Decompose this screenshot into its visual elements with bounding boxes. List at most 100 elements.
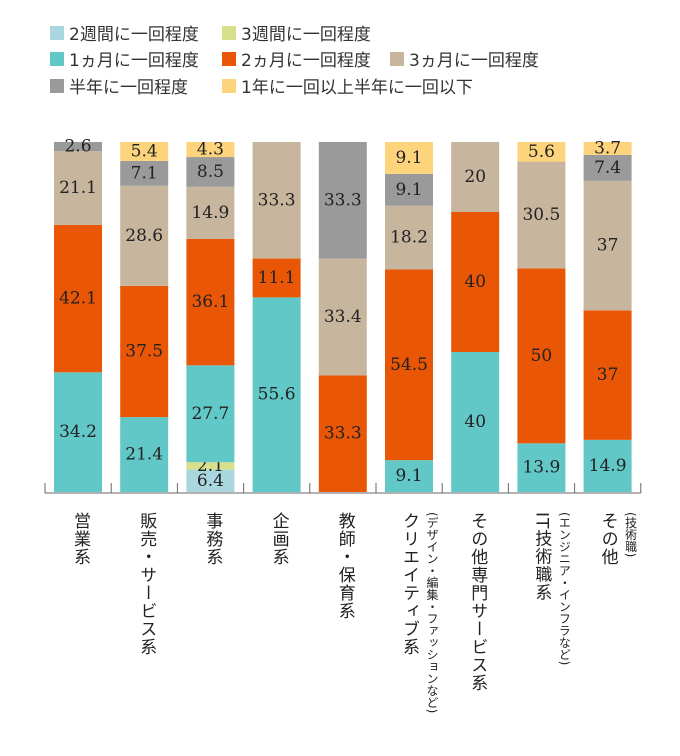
bar-segment bbox=[583, 142, 632, 155]
data-label: 7.4 bbox=[594, 158, 621, 178]
category-main-label: 教師・保育系 bbox=[334, 512, 355, 620]
legend-item: 1年に一回以上半年に一回以下 bbox=[222, 73, 473, 98]
bar-segment bbox=[186, 462, 235, 470]
data-label: 13.9 bbox=[522, 458, 560, 478]
legend-label: 3週間に一回程度 bbox=[241, 25, 371, 45]
category-label: (エンジニア・インフラなど) IT技術職系 bbox=[529, 512, 573, 665]
bar-segment bbox=[451, 352, 500, 492]
legend-item: 1ヵ月に一回程度 bbox=[50, 46, 199, 71]
category-label: 教師・保育系 bbox=[333, 512, 358, 620]
bar-segment bbox=[252, 258, 301, 298]
category-main-label: IT技術職系 bbox=[531, 512, 552, 602]
bar-segment bbox=[120, 185, 169, 286]
bar-segment bbox=[252, 142, 301, 259]
bar-segment bbox=[120, 160, 169, 186]
legend-swatch bbox=[222, 51, 236, 66]
data-label: 8.5 bbox=[197, 162, 224, 182]
bar-segment bbox=[54, 151, 102, 225]
legend-label: 1ヵ月に一回程度 bbox=[69, 51, 199, 71]
category-main-label: クリエイティブ系 bbox=[399, 512, 419, 656]
data-label: 30.5 bbox=[522, 205, 560, 225]
data-label: 40 bbox=[464, 272, 486, 292]
legend-label: 1年に一回以上半年に一回以下 bbox=[241, 78, 473, 98]
legend-swatch bbox=[390, 51, 404, 66]
data-label: 4.3 bbox=[197, 140, 224, 160]
data-label: 5.6 bbox=[528, 142, 555, 162]
data-label: 33.3 bbox=[324, 424, 362, 444]
data-label: 21.4 bbox=[125, 445, 163, 465]
bar-segment bbox=[120, 417, 169, 492]
data-label: 9.1 bbox=[395, 148, 422, 168]
data-label: 20 bbox=[464, 167, 486, 187]
bar-segment bbox=[120, 142, 169, 161]
bar-segment bbox=[120, 285, 169, 418]
category-main-label: 販売・サービス系 bbox=[136, 512, 157, 656]
category-sublabel: (エンジニア・インフラなど) bbox=[557, 512, 572, 666]
data-label: 36.1 bbox=[191, 292, 229, 312]
data-label: 11.1 bbox=[258, 268, 296, 288]
legend-label: 2週間に一回程度 bbox=[69, 25, 199, 45]
legend-label: 半年に一回程度 bbox=[69, 78, 188, 98]
category-label: その他専門サービス系 bbox=[465, 512, 490, 692]
category-main-label: 企画系 bbox=[268, 512, 289, 566]
data-label: 37 bbox=[597, 365, 619, 385]
bar-segment bbox=[54, 142, 102, 152]
data-label: 37.5 bbox=[125, 341, 163, 361]
category-label: 営業系 bbox=[68, 512, 93, 566]
legend-item: 2ヵ月に一回程度 bbox=[222, 46, 371, 71]
data-label: 14.9 bbox=[589, 456, 627, 476]
data-label: 27.7 bbox=[191, 404, 229, 424]
data-label: 33.3 bbox=[258, 190, 296, 210]
category-main-label: 営業系 bbox=[70, 512, 90, 566]
legend-swatch bbox=[50, 25, 64, 40]
bar-segment bbox=[517, 443, 566, 492]
category-main-label: 事務系 bbox=[202, 512, 223, 566]
bar-segment bbox=[318, 258, 367, 376]
data-label: 28.6 bbox=[125, 226, 163, 246]
bar-segment bbox=[517, 161, 566, 269]
bar-segment bbox=[186, 157, 235, 187]
data-label: 33.4 bbox=[324, 307, 362, 327]
data-label: 6.4 bbox=[197, 471, 224, 491]
bar-segment bbox=[385, 205, 433, 270]
data-label: 55.6 bbox=[258, 385, 296, 405]
legend-item: 3週間に一回程度 bbox=[222, 20, 371, 45]
bar-segment bbox=[186, 238, 235, 366]
data-label: 2.6 bbox=[64, 137, 91, 157]
bar-segment bbox=[318, 142, 367, 259]
bar-segment bbox=[583, 180, 632, 311]
bar-segment bbox=[451, 212, 500, 352]
bar-segment bbox=[517, 142, 566, 162]
bar-segment bbox=[186, 365, 235, 463]
category-label: 事務系 bbox=[200, 512, 225, 566]
data-label: 54.5 bbox=[390, 355, 428, 375]
bar-segment bbox=[385, 142, 433, 174]
category-label: 企画系 bbox=[267, 512, 292, 566]
data-label: 42.1 bbox=[59, 289, 97, 309]
data-label: 40 bbox=[464, 412, 486, 432]
legend-item: 2週間に一回程度 bbox=[50, 20, 199, 45]
bar-segment bbox=[186, 186, 235, 239]
legend-swatch bbox=[50, 51, 64, 66]
bar-segment bbox=[385, 460, 433, 492]
category-label: 販売・サービス系 bbox=[134, 512, 159, 656]
category-main-label: その他 bbox=[597, 512, 618, 566]
bar-segment bbox=[583, 310, 632, 440]
bar-segment bbox=[252, 297, 301, 492]
data-label: 7.1 bbox=[131, 163, 158, 183]
legend-item: 半年に一回程度 bbox=[50, 73, 188, 98]
bar-segment bbox=[385, 173, 433, 206]
data-label: 9.1 bbox=[395, 180, 422, 200]
data-label: 21.1 bbox=[59, 178, 97, 198]
data-label: 50 bbox=[531, 346, 553, 366]
bar-segment bbox=[451, 142, 500, 212]
category-label: (デザイン・編集・ファッションなど) クリエイティブ系 bbox=[397, 512, 441, 713]
bar-segment bbox=[186, 469, 235, 492]
data-label: 18.2 bbox=[390, 228, 428, 248]
data-label: 34.2 bbox=[59, 422, 97, 442]
data-label: 14.9 bbox=[191, 203, 229, 223]
data-label: 33.3 bbox=[324, 190, 362, 210]
bar-segment bbox=[583, 439, 632, 492]
